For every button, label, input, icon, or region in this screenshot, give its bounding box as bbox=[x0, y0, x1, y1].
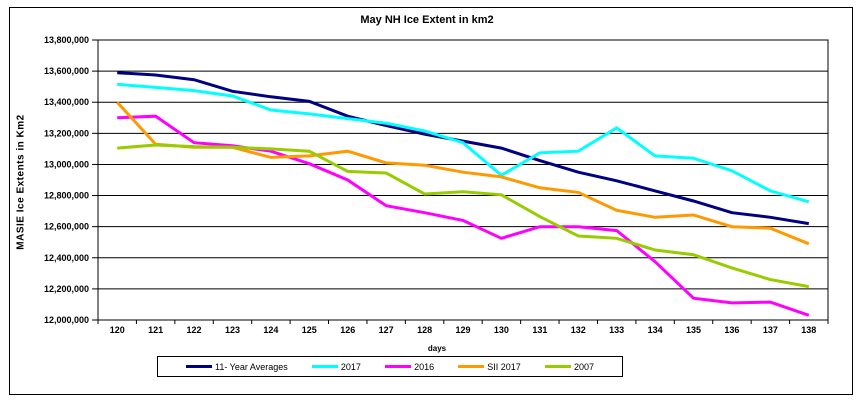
legend-line-swatch bbox=[385, 365, 412, 368]
legend-line-swatch bbox=[458, 365, 485, 368]
y-tick-label: 12,000,000 bbox=[44, 315, 89, 325]
y-tick-label: 13,000,000 bbox=[44, 159, 89, 169]
legend-label: 2017 bbox=[340, 361, 361, 372]
legend-line-swatch bbox=[544, 365, 571, 368]
chart-title: May NH Ice Extent in km2 bbox=[360, 14, 494, 26]
x-tick-label: 122 bbox=[187, 325, 202, 335]
x-tick-label: 135 bbox=[686, 325, 701, 335]
legend-line-swatch bbox=[186, 365, 212, 368]
x-tick-label: 138 bbox=[801, 325, 816, 335]
plot-border bbox=[97, 39, 829, 321]
x-tick-label: 137 bbox=[763, 325, 778, 335]
x-tick-label: 134 bbox=[648, 325, 663, 335]
legend-label: SII 2017 bbox=[487, 361, 521, 372]
y-tick-label: 12,200,000 bbox=[44, 284, 89, 294]
y-tick-label: 12,400,000 bbox=[44, 253, 89, 263]
x-tick-label: 133 bbox=[609, 325, 624, 335]
legend-item: SII 2017 bbox=[458, 362, 521, 372]
x-tick-label: 124 bbox=[263, 325, 278, 335]
legend-line-swatch bbox=[311, 365, 338, 368]
legend-item: 2007 bbox=[544, 361, 594, 372]
y-tick-label: 13,800,000 bbox=[44, 35, 89, 45]
x-tick-label: 136 bbox=[724, 325, 739, 335]
x-tick-label: 131 bbox=[532, 325, 547, 335]
x-tick-label: 127 bbox=[379, 325, 394, 335]
series-line-2017 bbox=[117, 82, 810, 204]
legend: 11- Year Averages 2017 2016 SII 2017 2007 bbox=[157, 356, 623, 377]
x-tick-label: 121 bbox=[148, 325, 163, 335]
y-tick-label: 12,600,000 bbox=[44, 222, 89, 232]
legend-label: 11- Year Averages bbox=[215, 361, 288, 372]
x-tick-label: 125 bbox=[302, 325, 317, 335]
legend-label: 2007 bbox=[573, 361, 594, 372]
legend-item: 11- Year Averages bbox=[186, 362, 288, 372]
series-line-11-year-averages bbox=[117, 71, 810, 226]
x-tick-label: 129 bbox=[455, 325, 470, 335]
y-tick-label: 13,200,000 bbox=[44, 128, 89, 138]
x-tick-label: 130 bbox=[494, 325, 509, 335]
x-tick-label: 123 bbox=[225, 325, 240, 335]
chart-frame bbox=[9, 7, 853, 395]
y-tick-label: 13,400,000 bbox=[44, 97, 89, 107]
y-tick-label: 13,600,000 bbox=[44, 66, 89, 76]
series-line-sii-2017 bbox=[116, 101, 810, 246]
x-tick-label: 128 bbox=[417, 325, 432, 335]
series-line-2007 bbox=[117, 143, 810, 289]
legend-item: 2016 bbox=[385, 362, 434, 372]
legend-item: 2017 bbox=[311, 361, 361, 372]
x-axis-title: days bbox=[427, 344, 447, 353]
x-tick-label: 132 bbox=[571, 325, 586, 335]
legend-label: 2016 bbox=[414, 361, 435, 372]
x-tick-label: 126 bbox=[340, 325, 355, 335]
x-tick-label: 120 bbox=[110, 325, 125, 335]
y-tick-label: 12,800,000 bbox=[44, 191, 89, 201]
